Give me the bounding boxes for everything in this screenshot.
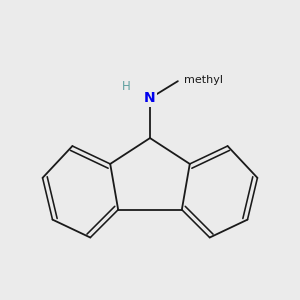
Text: methyl: methyl: [184, 75, 223, 85]
Text: H: H: [122, 80, 130, 93]
Text: N: N: [144, 91, 156, 105]
